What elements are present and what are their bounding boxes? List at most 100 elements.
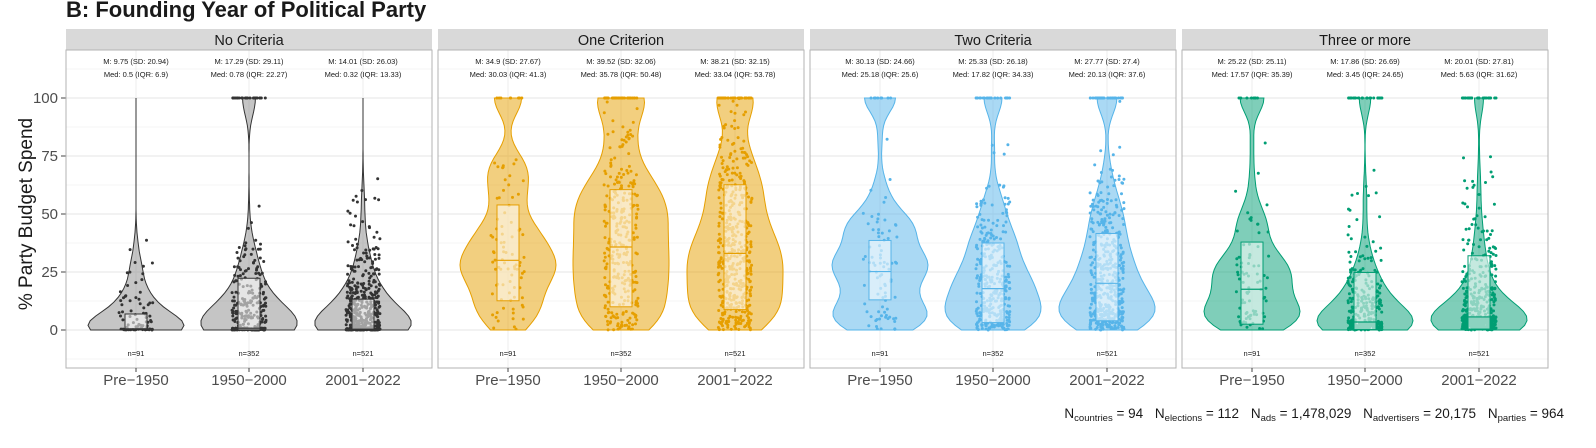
data-point [974, 267, 978, 271]
n-label: n=521 [352, 349, 373, 358]
data-point [1237, 315, 1241, 319]
data-point [1491, 252, 1495, 256]
data-point [1361, 254, 1365, 258]
data-point [245, 96, 249, 100]
data-point [632, 96, 636, 100]
data-point [1101, 326, 1104, 330]
data-point [1113, 211, 1117, 215]
panel-title: No Criteria [214, 33, 284, 49]
data-point [989, 228, 993, 232]
data-point [257, 204, 261, 208]
data-point [496, 319, 500, 323]
data-point [749, 294, 753, 298]
data-point [744, 324, 748, 328]
data-point [234, 290, 238, 294]
data-point [718, 259, 722, 263]
data-point [733, 149, 737, 153]
data-point [1000, 325, 1004, 329]
data-point [508, 174, 512, 178]
data-point [1122, 207, 1126, 211]
data-point [717, 320, 721, 324]
data-point [615, 312, 619, 316]
data-point [609, 163, 613, 167]
data-point [874, 319, 878, 323]
data-point [604, 172, 608, 176]
box-iqr [1095, 232, 1119, 322]
data-point [252, 261, 255, 264]
data-point [975, 276, 979, 280]
data-point [636, 302, 639, 305]
data-point [738, 171, 742, 175]
data-point [1356, 192, 1359, 195]
data-point [1266, 230, 1270, 234]
data-point [346, 284, 349, 288]
data-point [627, 327, 630, 330]
data-point [739, 174, 743, 178]
stats-median-iqr: Med: 5.63 (IQR: 31.62) [1441, 70, 1518, 79]
data-point [1380, 279, 1384, 283]
data-point [240, 96, 244, 100]
data-point [246, 226, 250, 230]
x-tick-label: 2001−2022 [325, 372, 401, 389]
data-point [606, 319, 609, 323]
data-point [1489, 155, 1492, 159]
data-point [1483, 96, 1487, 100]
data-point [728, 156, 732, 159]
data-point [876, 231, 880, 235]
data-point [1102, 205, 1106, 209]
data-point [263, 96, 267, 100]
data-point [736, 126, 740, 130]
data-point [990, 203, 994, 207]
data-point [749, 242, 753, 246]
data-point [1494, 247, 1498, 250]
data-point [717, 196, 721, 200]
data-point [1117, 283, 1121, 287]
y-tick-label: 100 [33, 90, 58, 107]
data-point [1494, 319, 1498, 323]
data-point [260, 320, 264, 324]
data-point [1461, 318, 1465, 322]
data-point [1467, 227, 1471, 231]
data-point [983, 237, 987, 241]
data-point [260, 326, 264, 330]
data-point [734, 318, 738, 322]
data-point [1494, 254, 1498, 257]
y-tick-label: 50 [41, 206, 58, 223]
stats-median-iqr: Med: 3.45 (IQR: 24.65) [1327, 70, 1404, 79]
data-point [1089, 263, 1093, 267]
data-point [119, 314, 122, 318]
data-point [244, 247, 248, 251]
data-point [741, 146, 745, 150]
data-point [633, 288, 637, 292]
data-point [627, 136, 631, 140]
data-point [721, 260, 725, 264]
data-point [137, 297, 141, 301]
data-point [1379, 258, 1383, 262]
data-point [717, 103, 721, 107]
data-point [606, 323, 610, 327]
data-point [243, 269, 247, 273]
data-point [1357, 96, 1361, 100]
data-point [634, 223, 638, 227]
data-point [1100, 208, 1104, 212]
data-point [894, 223, 897, 227]
data-point [519, 276, 523, 280]
data-point [1492, 325, 1496, 329]
data-point [1114, 198, 1118, 202]
data-point [1099, 191, 1103, 195]
data-point [1120, 306, 1124, 310]
data-point [234, 327, 238, 331]
data-point [511, 311, 515, 315]
data-point [1470, 223, 1474, 226]
data-point [720, 178, 724, 181]
panel-2: Two Criteria M: 30.13 (SD: 24.66) Med: 25.… [809, 29, 1177, 389]
data-point [736, 136, 740, 140]
data-point [631, 323, 635, 327]
data-point [378, 312, 382, 316]
data-point [233, 273, 237, 277]
data-point [979, 223, 983, 227]
data-point [718, 237, 722, 241]
data-point [494, 315, 498, 319]
data-point [889, 96, 893, 100]
data-point [1376, 294, 1380, 298]
